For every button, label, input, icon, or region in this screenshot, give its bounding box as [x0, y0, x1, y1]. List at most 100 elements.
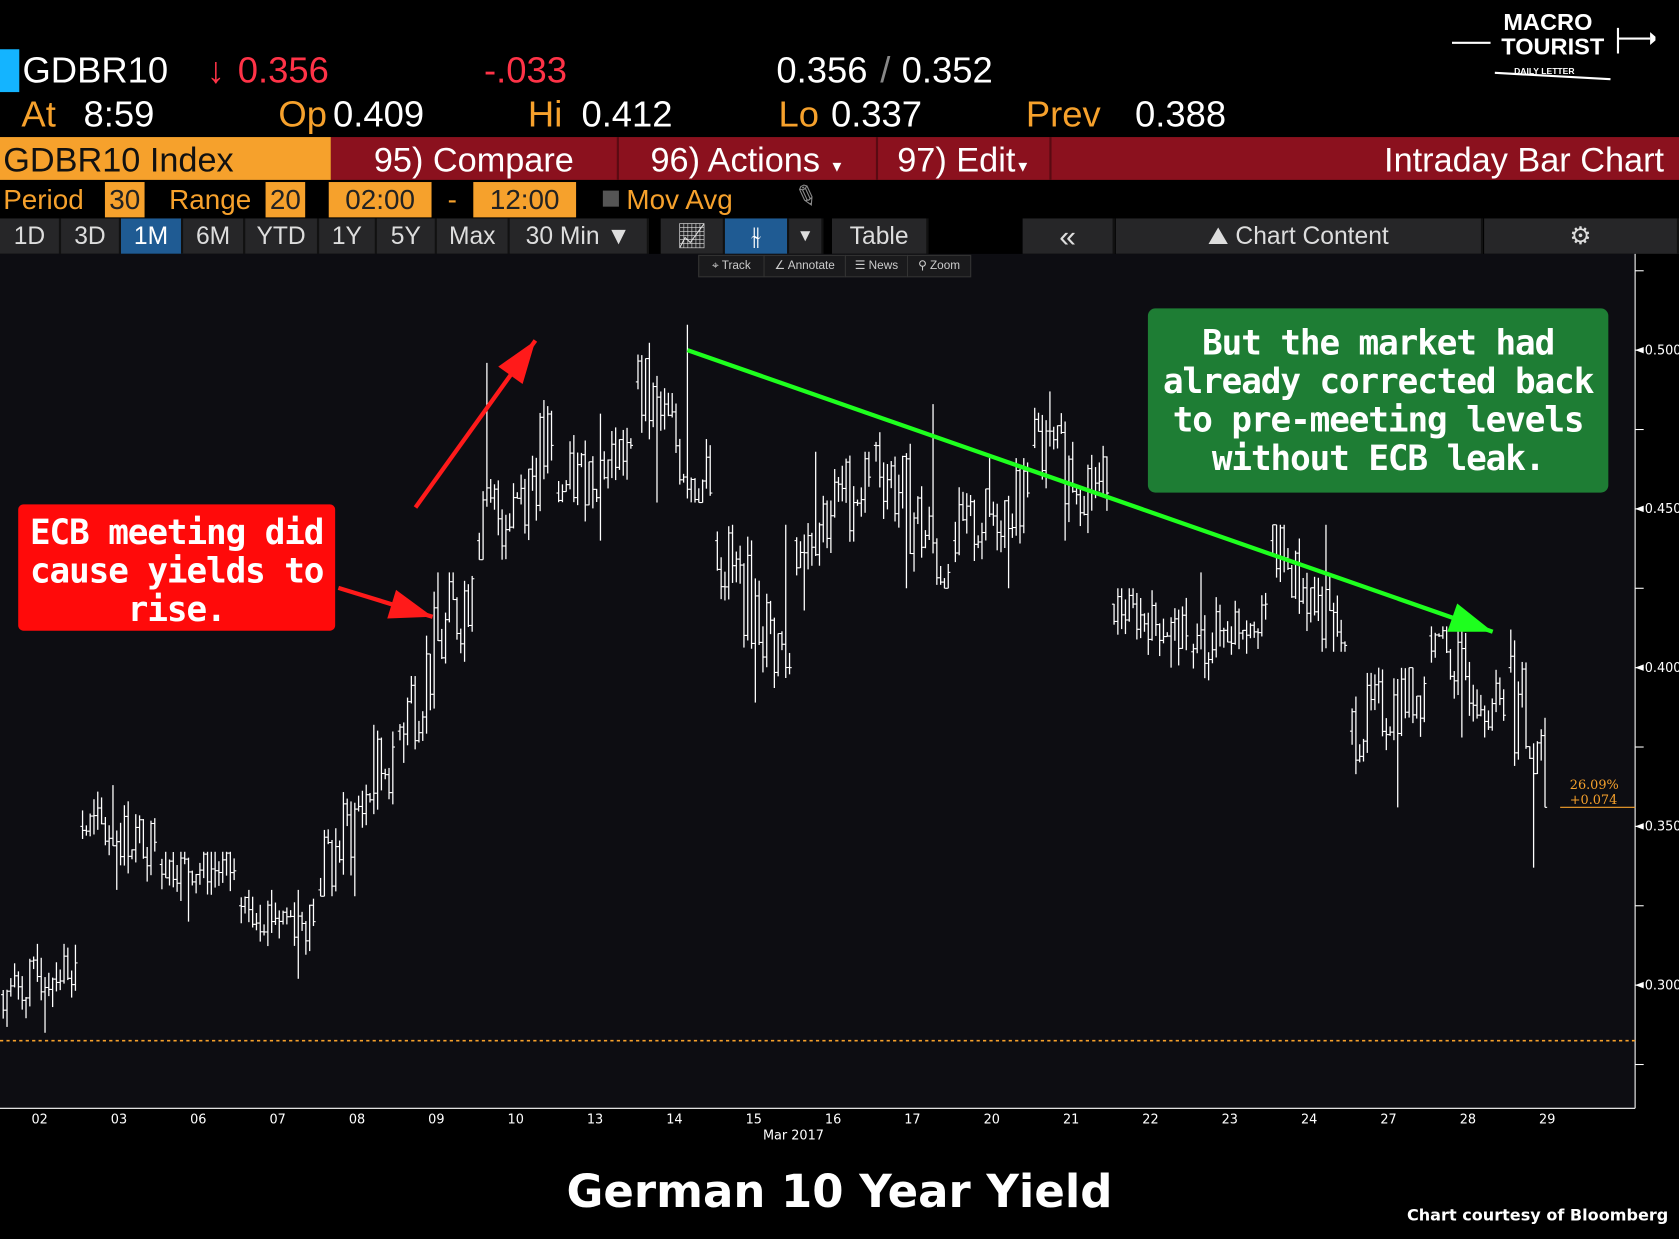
low-value: 0.337	[830, 94, 923, 135]
at-label: At	[21, 94, 56, 135]
bid-ask-separator: /	[880, 50, 891, 92]
range-button-1m[interactable]: 1M	[121, 218, 184, 254]
x-tick-label: 27	[1380, 1112, 1396, 1127]
last-change-pct: 26.09%	[1570, 778, 1619, 793]
x-tick-label: 24	[1301, 1112, 1317, 1127]
chart-type-title: Intraday Bar Chart	[1384, 140, 1665, 179]
zoom-button[interactable]: ⚲ Zoom	[906, 254, 972, 278]
y-tick-label: 0.300	[1645, 978, 1679, 993]
y-tick-label: 0.450	[1645, 502, 1679, 517]
y-tick-marker	[1635, 823, 1644, 830]
y-tick-marker	[1635, 981, 1644, 989]
net-change: -.033	[484, 50, 567, 92]
ticker-marker	[0, 49, 20, 93]
pencil-icon[interactable]: ✎	[789, 176, 823, 216]
x-tick-label: 02	[31, 1112, 47, 1127]
caret-down-icon: ▼	[1015, 157, 1031, 175]
end-time-input[interactable]: 12:00	[473, 182, 577, 218]
x-tick-label: 09	[428, 1112, 444, 1127]
red-arrow-right-head	[387, 589, 433, 619]
actions-menu[interactable]: 96) Actions ▼	[619, 137, 879, 180]
x-tick-label: 03	[111, 1112, 127, 1127]
period-label: Period	[3, 183, 84, 216]
logo-arrow-icon	[1452, 27, 1658, 81]
green-trend-arrow-head	[1447, 603, 1493, 632]
track-button[interactable]: ⌖ Track	[698, 254, 765, 278]
news-label: News	[868, 259, 899, 272]
menu-bar	[330, 137, 1679, 180]
range-input[interactable]: 20	[265, 182, 306, 218]
y-tick-marker	[1635, 505, 1644, 513]
low-label: Lo	[778, 94, 819, 135]
x-tick-label: 15	[746, 1112, 762, 1127]
x-tick-label: 23	[1222, 1112, 1238, 1127]
prev-label: Prev	[1025, 94, 1101, 135]
annotate-button[interactable]: ∠ Annotate	[763, 254, 846, 278]
settings-gear-icon[interactable]: ⚙	[1484, 218, 1679, 254]
mov-avg-checkbox[interactable]	[602, 190, 619, 207]
logo-text: TOURIST	[1501, 33, 1605, 60]
green-trend-arrow	[686, 348, 1494, 634]
x-tick-label: 07	[269, 1112, 285, 1127]
red-annotation-box: ECB meeting did cause yields to rise.	[18, 504, 336, 631]
news-button[interactable]: ☰ News	[844, 254, 909, 278]
open-label: Op	[278, 94, 327, 135]
table-button[interactable]: Table	[832, 218, 929, 254]
interval-dropdown[interactable]: 30 Min ▼	[509, 218, 649, 254]
range-button-5y[interactable]: 5Y	[376, 218, 437, 254]
period-input[interactable]: 30	[104, 182, 145, 218]
collapse-icon[interactable]: «	[1022, 218, 1115, 254]
chart-title: German 10 Year Yield	[566, 1165, 1113, 1218]
range-button-6m[interactable]: 6M	[183, 218, 246, 254]
at-time: 8:59	[83, 94, 155, 135]
interval-label: 30 Min	[525, 221, 600, 250]
x-axis-label: Mar 2017	[763, 1128, 824, 1143]
y-tick-marker	[1635, 346, 1644, 354]
x-tick-label: 16	[825, 1112, 841, 1127]
range-button-ytd[interactable]: YTD	[245, 218, 320, 254]
x-tick-label: 08	[349, 1112, 365, 1127]
caret-down-icon: ▼	[829, 157, 845, 175]
x-tick-label: 29	[1539, 1112, 1555, 1127]
chart-content-label: Chart Content	[1235, 221, 1389, 250]
chart-content-icon: ⛰︎	[1207, 221, 1229, 250]
x-tick-label: 13	[587, 1112, 603, 1127]
chart-content-button[interactable]: ⛰︎ Chart Content	[1115, 218, 1484, 254]
annotate-label: Annotate	[787, 259, 835, 272]
x-tick-label: 21	[1063, 1112, 1079, 1127]
red-arrow-up-head	[498, 340, 536, 385]
actions-label: 96) Actions	[650, 140, 820, 179]
y-tick-label: 0.400	[1645, 661, 1679, 676]
green-annotation-box: But the market had already corrected bac…	[1147, 308, 1609, 493]
ticker: GDBR10	[22, 50, 169, 92]
compare-button[interactable]: 95) Compare	[331, 137, 619, 180]
last-change: +0.074	[1570, 793, 1617, 808]
last-price: 0.356	[237, 50, 329, 92]
macro-tourist-logo: MACRO TOURIST DAILY LETTER	[1452, 9, 1658, 84]
line-chart-icon[interactable]: 📈︎	[660, 218, 725, 254]
security-field[interactable]: GDBR10 Index	[0, 137, 331, 180]
credit: Chart courtesy of Bloomberg	[1406, 1205, 1669, 1225]
open-value: 0.409	[333, 94, 425, 135]
mov-avg-label: Mov Avg	[626, 183, 733, 216]
start-time-input[interactable]: 02:00	[328, 182, 432, 218]
x-tick-label: 10	[508, 1112, 524, 1127]
range-button-1y[interactable]: 1Y	[319, 218, 377, 254]
range-button-1d[interactable]: 1D	[0, 218, 62, 254]
y-tick-label: 0.350	[1645, 820, 1679, 835]
x-tick-label: 14	[666, 1112, 682, 1127]
chart-style-caret-icon[interactable]: ▼	[789, 218, 824, 254]
high-value: 0.412	[581, 94, 673, 135]
high-label: Hi	[527, 94, 563, 135]
range-button-3d[interactable]: 3D	[61, 218, 122, 254]
x-tick-label: 20	[984, 1112, 1000, 1127]
x-tick-label: 28	[1460, 1112, 1476, 1127]
range-button-max[interactable]: Max	[436, 218, 510, 254]
x-tick-label: 17	[904, 1112, 920, 1127]
edit-menu[interactable]: 97) Edit▼	[878, 137, 1052, 180]
prev-value: 0.388	[1135, 94, 1227, 135]
bar-chart-icon[interactable]: ⫳	[724, 218, 790, 254]
range-dash: -	[447, 183, 457, 216]
down-arrow-icon: ↓	[206, 50, 225, 92]
